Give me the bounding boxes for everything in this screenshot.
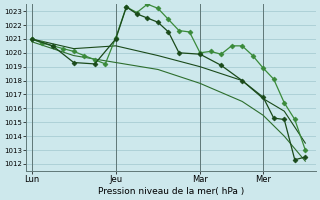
X-axis label: Pression niveau de la mer( hPa ): Pression niveau de la mer( hPa ) [98,187,244,196]
